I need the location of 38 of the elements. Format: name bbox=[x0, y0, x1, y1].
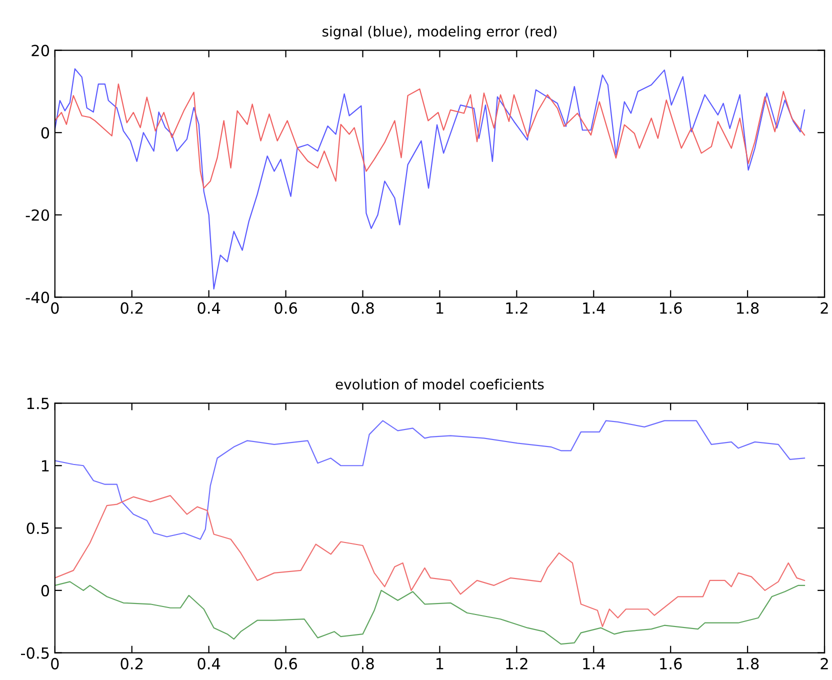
x-tick-label: 1.2 bbox=[506, 302, 528, 314]
x-tick-label: 0.6 bbox=[274, 302, 297, 314]
x-tick-label: 1 bbox=[436, 658, 444, 670]
x-tick-label: 0.6 bbox=[274, 658, 297, 670]
x-tick-label: 1.8 bbox=[737, 658, 759, 670]
y-tick-label: -40 bbox=[26, 292, 50, 304]
x-tick-label: 1.6 bbox=[660, 658, 682, 670]
y-tick-label: 0.5 bbox=[26, 522, 49, 534]
x-tick-label: 0.4 bbox=[198, 658, 220, 670]
x-tick-label: 1.4 bbox=[583, 302, 605, 314]
x-tick-label: 1 bbox=[436, 302, 444, 314]
x-tick-label: 0.2 bbox=[120, 658, 142, 670]
x-tick-label: 2 bbox=[820, 302, 828, 314]
line-series bbox=[54, 581, 806, 645]
y-tick-label: 0 bbox=[41, 584, 50, 596]
y-tick-label: 1 bbox=[42, 460, 49, 472]
x-tick-label: 1.4 bbox=[583, 658, 605, 670]
x-tick-label: 0 bbox=[51, 658, 59, 670]
line-series bbox=[54, 84, 806, 189]
line-series bbox=[54, 420, 806, 540]
x-tick-label: 0 bbox=[51, 302, 59, 314]
x-tick-label: 0.8 bbox=[352, 302, 374, 314]
x-tick-label: 0.2 bbox=[120, 302, 142, 314]
y-tick-label: -0.5 bbox=[20, 647, 49, 659]
x-tick-label: 0.8 bbox=[352, 658, 374, 670]
y-tick-label: 0 bbox=[41, 127, 50, 139]
y-tick-label: -20 bbox=[26, 209, 50, 221]
line-series bbox=[54, 68, 806, 290]
x-tick-label: 2 bbox=[820, 658, 828, 670]
x-tick-label: 1.8 bbox=[737, 302, 759, 314]
y-tick-label: 20 bbox=[32, 44, 50, 56]
line-series bbox=[54, 495, 806, 628]
x-tick-label: 1.2 bbox=[506, 658, 528, 670]
y-tick-label: 1.5 bbox=[27, 398, 49, 410]
chart-title: signal (blue), modeling error (red) bbox=[322, 26, 556, 40]
chart-title: evolution of model coeficients bbox=[336, 378, 544, 390]
x-tick-label: 0.4 bbox=[198, 302, 220, 314]
x-tick-label: 1.6 bbox=[660, 302, 682, 314]
